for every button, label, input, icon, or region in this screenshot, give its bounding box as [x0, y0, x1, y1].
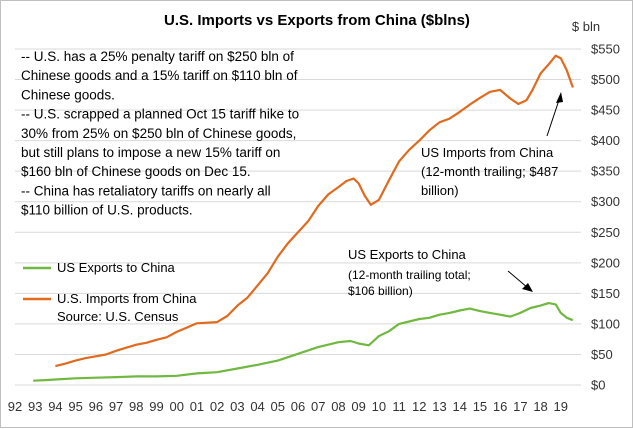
x-tick-label: 11: [392, 399, 406, 414]
y-tick-label: $450: [591, 103, 620, 118]
exports-arrowhead: [522, 283, 533, 292]
legend-label-imports: U.S. Imports from China: [57, 291, 197, 306]
x-tick-label: 04: [250, 399, 264, 414]
imports-annotation: US Imports from China (12-month trailing;…: [421, 92, 563, 198]
x-axis-ticks: 92 93 94 95 96 97 98 99 00 01 02 03 04 05 06 07 08 09 10 11…: [8, 399, 568, 414]
imports-label-line: billion): [421, 183, 459, 198]
exports-label-title: US Exports to China: [348, 247, 467, 262]
tariff-note-line: Chinese goods and a 15% tariff on $110 b…: [21, 68, 298, 83]
x-tick-label: 10: [372, 399, 386, 414]
series-lines: [33, 54, 574, 382]
x-tick-label: 01: [190, 399, 204, 414]
y-tick-label: $500: [591, 72, 620, 87]
x-tick-label: 06: [291, 399, 305, 414]
tariff-note-line: -- U.S. has a 25% penalty tariff on $250…: [21, 49, 294, 64]
tariff-note-line: -- U.S. scrapped a planned Oct 15 tariff…: [21, 107, 299, 122]
y-tick-label: $150: [591, 286, 620, 301]
y-tick-label: $550: [591, 42, 620, 57]
x-tick-label: 94: [48, 399, 62, 414]
x-tick-label: 95: [68, 399, 82, 414]
x-tick-label: 93: [28, 399, 42, 414]
x-tick-label: 19: [554, 399, 568, 414]
tariff-note-line: $160 bln of Chinese goods on Dec 15.: [21, 164, 251, 179]
x-tick-label: 18: [533, 399, 547, 414]
y-unit-label: $ bln: [572, 19, 600, 34]
chart-title: U.S. Imports vs Exports from China ($bln…: [164, 12, 470, 29]
x-tick-label: 08: [331, 399, 345, 414]
y-tick-label: $100: [591, 316, 620, 331]
exports-arrow: [507, 270, 529, 289]
x-tick-label: 96: [89, 399, 103, 414]
x-tick-label: 92: [8, 399, 22, 414]
tariff-note-line: but still plans to impose a new 15% tari…: [21, 145, 280, 160]
series-line-imports: [55, 54, 574, 368]
x-tick-label: 07: [311, 399, 325, 414]
x-tick-label: 00: [169, 399, 183, 414]
x-tick-label: 12: [412, 399, 426, 414]
x-tick-label: 13: [432, 399, 446, 414]
tariff-notes: -- U.S. has a 25% penalty tariff on $250…: [21, 49, 299, 218]
y-tick-label: $300: [591, 194, 620, 209]
x-tick-label: 09: [351, 399, 365, 414]
x-tick-label: 05: [271, 399, 285, 414]
x-tick-label: 17: [513, 399, 527, 414]
x-tick-label: 98: [129, 399, 143, 414]
x-tick-label: 97: [109, 399, 123, 414]
x-tick-label: 15: [473, 399, 487, 414]
tariff-note-line: 30% from 25% on $250 bln of Chinese good…: [21, 126, 296, 141]
y-tick-label: $50: [591, 347, 613, 362]
imports-label-line: (12-month trailing; $487: [421, 164, 558, 179]
exports-annotation: US Exports to China (12-month trailing t…: [348, 247, 533, 298]
legend: US Exports to China U.S. Imports from Ch…: [23, 260, 197, 324]
imports-label-line: US Imports from China: [421, 145, 554, 160]
x-tick-label: 03: [230, 399, 244, 414]
imports-arrowhead: [556, 92, 563, 103]
legend-label-exports: US Exports to China: [57, 260, 176, 275]
series-line-exports: [33, 302, 574, 382]
y-tick-label: $350: [591, 164, 620, 179]
y-tick-label: $250: [591, 225, 620, 240]
legend-source: Source: U.S. Census: [57, 309, 179, 324]
exports-label-line: (12-month trailing total;: [348, 268, 471, 282]
y-axis-ticks: $0 $50 $100 $150 $200 $250 $300 $350 $400 $450 $50…: [591, 42, 620, 393]
x-tick-label: 14: [452, 399, 466, 414]
exports-label-line: $106 billion): [348, 284, 413, 298]
y-tick-label: $0: [591, 378, 605, 393]
imports-arrow: [546, 96, 561, 137]
y-tick-label: $200: [591, 255, 620, 270]
x-tick-label: 02: [210, 399, 224, 414]
x-tick-label: 16: [493, 399, 507, 414]
tariff-note-line: $110 billion of U.S. products.: [21, 203, 193, 218]
tariff-note-line: Chinese goods.: [21, 87, 115, 102]
y-tick-label: $400: [591, 133, 620, 148]
tariff-note-line: -- China has retaliatory tariffs on near…: [21, 183, 271, 198]
x-tick-label: 99: [149, 399, 163, 414]
